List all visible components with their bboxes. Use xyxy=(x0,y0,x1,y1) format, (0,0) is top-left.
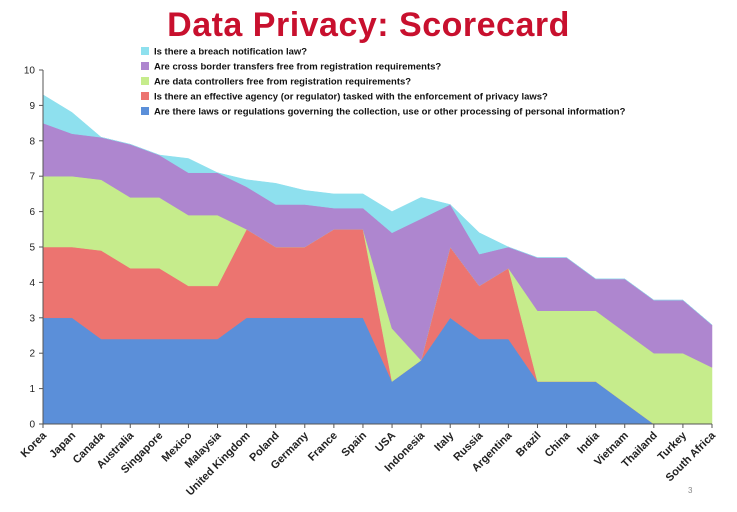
legend-swatch-5 xyxy=(141,47,149,55)
page-number: 3 xyxy=(688,486,693,495)
y-tick-label: 6 xyxy=(29,207,35,218)
series-areas xyxy=(42,94,713,425)
y-tick-label: 10 xyxy=(24,66,36,77)
x-tick-label: USA xyxy=(373,430,398,455)
legend-swatch-4 xyxy=(141,62,149,70)
x-tick-label: Italy xyxy=(432,429,457,454)
legend-label-4: Are cross border transfers free from reg… xyxy=(154,62,441,73)
y-tick-label: 5 xyxy=(29,243,35,254)
x-tick-label: France xyxy=(306,430,340,464)
x-tick-label: India xyxy=(575,429,602,456)
legend-label-1: Are there laws or regulations governing … xyxy=(154,107,626,118)
chart-legend: Is there a breach notification law? Are c… xyxy=(141,47,626,118)
legend-swatch-3 xyxy=(141,77,149,85)
y-tick-label: 7 xyxy=(29,172,35,183)
legend-label-2: Is there an effective agency (or regulat… xyxy=(154,92,548,103)
legend-swatch-1 xyxy=(141,107,149,115)
legend-label-5: Is there a breach notification law? xyxy=(154,47,307,58)
y-tick-label: 4 xyxy=(29,278,35,289)
series-area-5 xyxy=(42,94,713,326)
x-tick-label: China xyxy=(543,429,574,460)
y-tick-label: 3 xyxy=(29,313,35,324)
chart-title: Data Privacy: Scorecard xyxy=(167,6,570,44)
x-tick-label: Korea xyxy=(19,429,50,460)
legend-swatch-2 xyxy=(141,92,149,100)
y-tick-label: 8 xyxy=(29,136,35,147)
x-tick-label: Brazil xyxy=(514,430,544,460)
y-tick-label: 2 xyxy=(29,349,35,360)
y-tick-label: 1 xyxy=(29,384,35,395)
y-tick-label: 0 xyxy=(29,420,35,431)
y-tick-label: 9 xyxy=(29,101,35,112)
legend-label-3: Are data controllers free from registrat… xyxy=(154,77,411,88)
x-tick-label: Spain xyxy=(339,429,369,459)
